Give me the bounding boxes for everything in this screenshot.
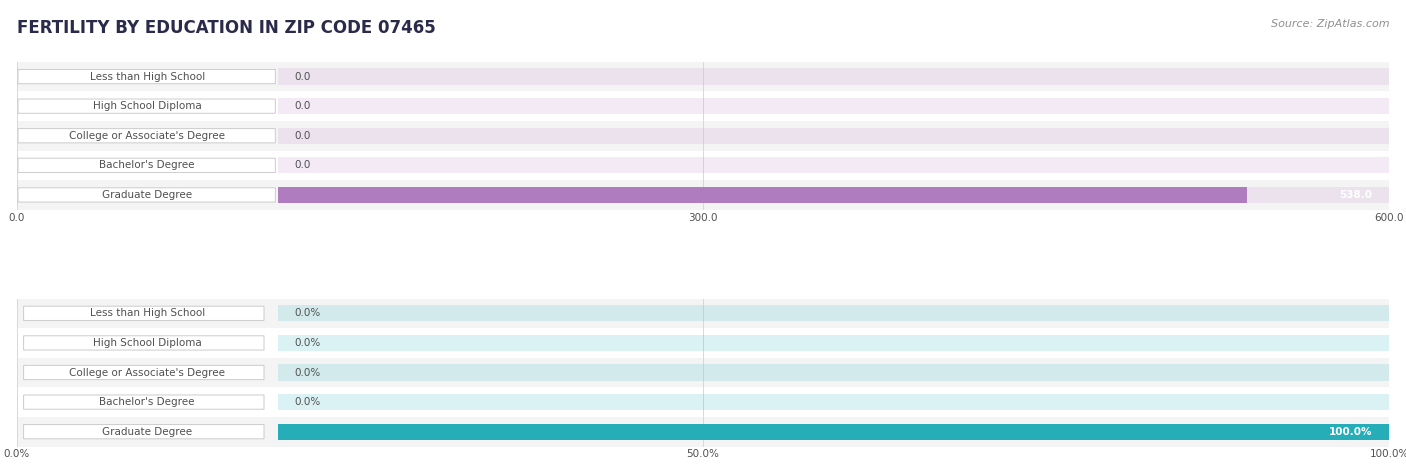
Bar [277, 187, 1247, 203]
FancyBboxPatch shape [18, 188, 276, 202]
Text: 0.0%: 0.0% [294, 308, 321, 318]
Text: 0.0%: 0.0% [294, 397, 321, 407]
Text: 538.0: 538.0 [1340, 190, 1372, 200]
Text: Less than High School: Less than High School [90, 308, 205, 318]
Bar [277, 305, 1389, 322]
Bar [17, 151, 1389, 180]
Bar [277, 335, 1389, 351]
FancyBboxPatch shape [18, 129, 276, 143]
Bar [17, 121, 1389, 151]
FancyBboxPatch shape [24, 336, 264, 350]
Bar [277, 98, 1389, 114]
FancyBboxPatch shape [24, 306, 264, 321]
Text: 0.0%: 0.0% [294, 368, 321, 378]
FancyBboxPatch shape [24, 395, 264, 409]
Text: 100.0%: 100.0% [1329, 427, 1372, 437]
Bar [277, 128, 1389, 144]
Text: 0.0: 0.0 [294, 101, 311, 111]
Bar [277, 68, 1389, 85]
Text: Less than High School: Less than High School [90, 72, 205, 82]
Bar [17, 358, 1389, 387]
Text: 0.0: 0.0 [294, 72, 311, 82]
Text: High School Diploma: High School Diploma [93, 101, 201, 111]
Text: College or Associate's Degree: College or Associate's Degree [69, 368, 225, 378]
Bar [17, 417, 1389, 446]
Bar [17, 91, 1389, 121]
Bar [277, 187, 1389, 203]
FancyBboxPatch shape [24, 425, 264, 439]
Bar [277, 364, 1389, 380]
Bar [17, 328, 1389, 358]
FancyBboxPatch shape [24, 365, 264, 380]
Text: High School Diploma: High School Diploma [93, 338, 201, 348]
Bar [17, 298, 1389, 328]
FancyBboxPatch shape [18, 158, 276, 172]
FancyBboxPatch shape [18, 99, 276, 113]
Bar [277, 394, 1389, 410]
Text: 0.0%: 0.0% [294, 338, 321, 348]
Text: Bachelor's Degree: Bachelor's Degree [100, 161, 195, 171]
Text: Bachelor's Degree: Bachelor's Degree [100, 397, 195, 407]
Text: Graduate Degree: Graduate Degree [103, 190, 193, 200]
Bar [17, 62, 1389, 91]
Text: Graduate Degree: Graduate Degree [103, 427, 193, 437]
Bar [17, 387, 1389, 417]
Bar [277, 157, 1389, 173]
FancyBboxPatch shape [18, 69, 276, 84]
Text: FERTILITY BY EDUCATION IN ZIP CODE 07465: FERTILITY BY EDUCATION IN ZIP CODE 07465 [17, 19, 436, 37]
Text: 0.0: 0.0 [294, 161, 311, 171]
Text: College or Associate's Degree: College or Associate's Degree [69, 131, 225, 141]
Text: 0.0: 0.0 [294, 131, 311, 141]
Bar [277, 424, 1389, 440]
Bar [277, 424, 1389, 440]
Bar [17, 180, 1389, 210]
Text: Source: ZipAtlas.com: Source: ZipAtlas.com [1271, 19, 1389, 29]
